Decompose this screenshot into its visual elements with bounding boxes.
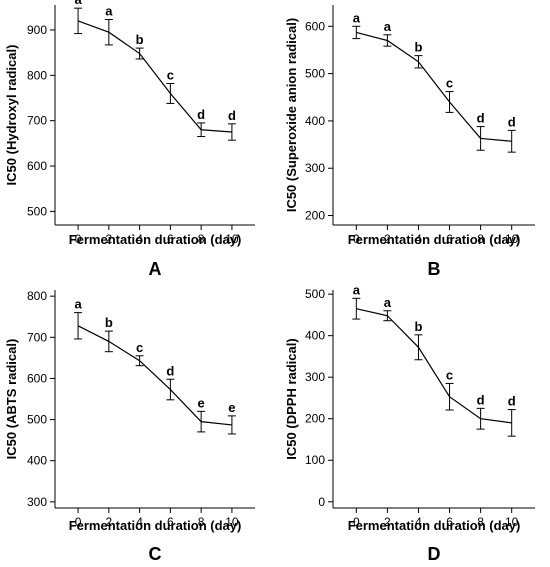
y-axis-title: IC50 (Hydroxyl radical)	[4, 45, 19, 186]
x-tick-label: 6	[167, 232, 174, 246]
significance-letter: d	[508, 394, 516, 409]
y-tick-label: 500	[27, 204, 47, 218]
significance-letter: b	[105, 315, 113, 330]
significance-letter: e	[198, 395, 205, 410]
x-tick-label: 6	[167, 515, 174, 529]
significance-letter: d	[228, 108, 236, 123]
x-tick-label: 10	[225, 515, 239, 529]
y-tick-label: 800	[27, 289, 47, 303]
panel-label: A	[149, 259, 162, 279]
x-axis-title: Fermentation duration (day)	[348, 518, 521, 533]
x-tick-label: 2	[106, 232, 113, 246]
x-axis-title: Fermentation duration (day)	[348, 232, 521, 247]
y-axis-title: IC50 (DPPH radical)	[284, 338, 299, 459]
significance-letter: a	[384, 295, 392, 310]
x-tick-label: 0	[353, 232, 360, 246]
y-tick-label: 500	[305, 67, 325, 81]
significance-letter: d	[477, 111, 485, 126]
significance-letter: a	[74, 0, 82, 7]
y-tick-label: 900	[27, 23, 47, 37]
panel-c: 300 400 500 600 700 800 0 2 4 6 8 10 a b c d e e Fermentat…	[4, 289, 255, 564]
y-tick-label: 400	[305, 329, 325, 343]
x-tick-label: 0	[75, 232, 82, 246]
significance-letter: e	[228, 400, 235, 415]
panel-b: 200 300 400 500 600 0 2 4 6 8 10 a a b c d d Fermentation…	[284, 5, 535, 279]
x-axis-title: Fermentation duration (day)	[69, 232, 242, 247]
significance-letter: a	[105, 4, 113, 19]
x-tick-label: 8	[198, 232, 205, 246]
x-tick-label: 2	[384, 515, 391, 529]
x-tick-label: 2	[106, 515, 113, 529]
significance-letter: d	[166, 363, 174, 378]
y-axis-title: IC50 (ABTS radical)	[4, 339, 19, 460]
significance-letter: d	[197, 107, 205, 122]
x-tick-label: 4	[415, 515, 422, 529]
series-line	[356, 308, 512, 424]
significance-letter: b	[414, 40, 422, 55]
x-tick-label: 8	[477, 515, 484, 529]
y-tick-label: 300	[305, 370, 325, 384]
x-tick-label: 4	[136, 515, 143, 529]
series-line	[77, 325, 232, 426]
series-line	[356, 31, 512, 142]
panel-label: B	[428, 259, 441, 279]
y-tick-label: 400	[27, 454, 47, 468]
x-axis-title: Fermentation duration (day)	[69, 518, 242, 533]
panel-a: 500 600 700 800 900 0 2 4 6 8 10 a a b c d d Fermentation…	[4, 0, 255, 279]
y-tick-label: 700	[27, 114, 47, 128]
significance-letter: a	[353, 282, 361, 297]
significance-letter: b	[414, 319, 422, 334]
y-tick-label: 100	[305, 453, 325, 467]
x-tick-label: 2	[384, 232, 391, 246]
y-tick-label: 500	[305, 287, 325, 301]
x-tick-label: 8	[198, 515, 205, 529]
x-tick-label: 0	[75, 515, 82, 529]
significance-letter: d	[508, 114, 516, 129]
x-tick-label: 4	[415, 232, 422, 246]
y-tick-label: 600	[305, 19, 325, 33]
significance-letter: c	[446, 76, 453, 91]
y-tick-label: 500	[27, 413, 47, 427]
y-tick-label: 200	[305, 209, 325, 223]
y-tick-label: 700	[27, 330, 47, 344]
significance-letter: a	[353, 10, 361, 25]
x-tick-label: 10	[505, 515, 519, 529]
significance-letter: c	[167, 67, 174, 82]
panel-d: 0 100 200 300 400 500 0 2 4 6 8 10 a a b c d d Fermentatio…	[284, 282, 535, 564]
x-tick-label: 8	[477, 232, 484, 246]
significance-letter: b	[136, 32, 144, 47]
significance-letter: a	[74, 297, 82, 312]
series-line	[77, 20, 232, 133]
x-tick-label: 10	[225, 232, 239, 246]
y-tick-label: 0	[318, 495, 325, 509]
panel-label: D	[428, 544, 441, 564]
y-tick-label: 800	[27, 68, 47, 82]
significance-letter: a	[384, 19, 392, 34]
x-tick-label: 6	[446, 232, 453, 246]
y-tick-label: 300	[305, 161, 325, 175]
significance-letter: d	[477, 392, 485, 407]
x-tick-label: 6	[446, 515, 453, 529]
panel-label: C	[149, 544, 162, 564]
y-tick-label: 300	[27, 495, 47, 509]
y-tick-label: 400	[305, 114, 325, 128]
y-tick-label: 600	[27, 371, 47, 385]
y-tick-label: 600	[27, 159, 47, 173]
y-axis-title: IC50 (Superoxide anion radical)	[284, 18, 299, 212]
significance-letter: c	[136, 340, 143, 355]
x-tick-label: 0	[353, 515, 360, 529]
x-tick-label: 10	[505, 232, 519, 246]
y-tick-label: 200	[305, 412, 325, 426]
x-tick-label: 4	[136, 232, 143, 246]
significance-letter: c	[446, 367, 453, 382]
